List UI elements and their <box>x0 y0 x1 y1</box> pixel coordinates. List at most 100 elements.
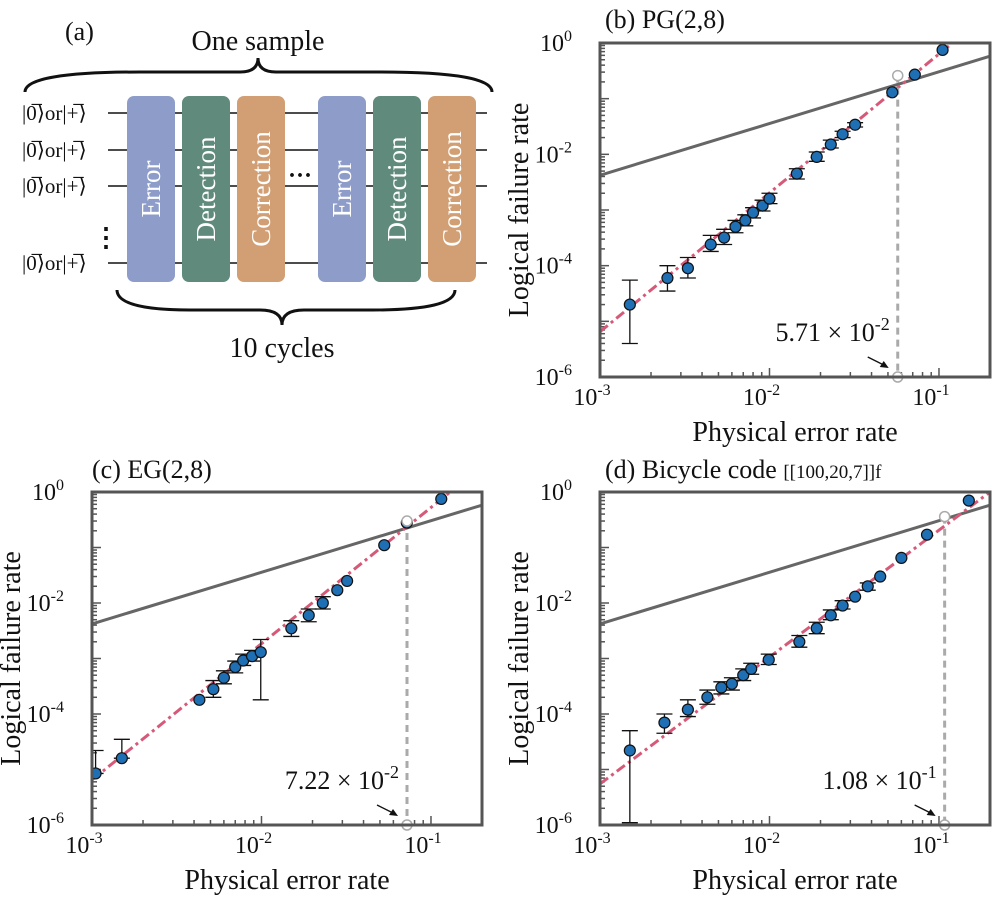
data-point <box>341 574 354 588</box>
panel-b-chart: (b) PG(2,8) 10-3 10-2 10-1 10-6 10-4 10-2 100 P… <box>504 5 992 448</box>
data-point <box>908 68 921 81</box>
threshold-arrowhead <box>879 361 889 368</box>
x-tick-label: 10-3 <box>65 830 102 859</box>
block-error-2: Error <box>318 96 366 282</box>
block-error-2-label: Error <box>327 161 357 218</box>
block-error-1-label: Error <box>136 161 166 218</box>
data-point <box>745 662 758 675</box>
data-point <box>793 635 806 648</box>
vertical-ellipsis: ⋮ <box>93 223 119 252</box>
y-tick-label: 100 <box>540 28 572 57</box>
data-point <box>623 744 636 757</box>
y-axis-label: Logical failure rate <box>504 103 535 318</box>
data-point <box>729 220 742 233</box>
y-tick-label: 10-4 <box>535 251 572 280</box>
data-point <box>92 767 102 780</box>
block-correction-1: Correction <box>237 96 285 282</box>
x-tick-label: 10-3 <box>573 382 610 411</box>
x-tick-label: 10-2 <box>235 830 272 859</box>
data-point <box>658 716 671 729</box>
x-axis-label: Physical error rate <box>692 865 897 896</box>
data-point <box>661 271 674 285</box>
plot-frame <box>598 490 992 827</box>
threshold-label: 5.71 × 10-2 <box>776 314 890 347</box>
threshold-arrowhead <box>926 809 936 816</box>
block-detection-1: Detection <box>182 96 230 282</box>
data-point <box>874 570 887 583</box>
data-point <box>810 150 823 163</box>
data-point <box>886 86 899 99</box>
x-tick-label: 10-3 <box>573 830 610 859</box>
panel-b-title: (b) PG(2,8) <box>605 5 725 34</box>
data-point <box>254 646 267 659</box>
row-label-4: |0̅⟩or|+̅⟩ <box>22 251 87 275</box>
data-point <box>895 551 908 564</box>
panel-c-chart: (c) EG(2,8) 10-3 10-2 10-1 10-6 10-4 10-2 100 P… <box>0 455 484 896</box>
data-point <box>193 693 206 706</box>
data-point <box>681 262 694 275</box>
x-tick-label: 10-2 <box>743 382 780 411</box>
data-point <box>378 539 391 552</box>
threshold-arrowhead <box>389 809 399 816</box>
bound-line <box>600 54 990 177</box>
data-point <box>746 206 760 219</box>
one-sample-caption: One sample <box>192 26 325 57</box>
y-tick-label: 10-2 <box>535 139 572 168</box>
data-point <box>302 609 315 622</box>
panel-c-title: (c) EG(2,8) <box>92 455 212 484</box>
data-point <box>762 653 775 666</box>
data-point <box>962 494 975 507</box>
y-tick-label: 100 <box>32 477 64 506</box>
plot-frame <box>598 41 992 379</box>
ten-cycles-caption: 10 cycles <box>230 333 335 364</box>
plot-frame <box>90 490 484 827</box>
plot-area <box>600 43 990 377</box>
y-tick-label: 100 <box>540 477 572 506</box>
block-correction-1-label: Correction <box>246 131 276 247</box>
data-point <box>715 681 728 694</box>
data-point <box>737 669 750 682</box>
panel-a-label: (a) <box>65 17 94 46</box>
x-tick-label: 10-1 <box>912 382 949 411</box>
threshold-crossing-marker <box>938 510 951 523</box>
data-point <box>836 599 849 612</box>
horizontal-ellipsis: ··· <box>288 163 312 189</box>
data-point <box>217 671 230 684</box>
y-tick-label: 10-6 <box>27 810 64 839</box>
block-error-1: Error <box>127 96 175 282</box>
x-tick-label: 10-1 <box>912 830 949 859</box>
block-correction-2: Correction <box>428 96 476 282</box>
block-correction-2-label: Correction <box>437 131 467 247</box>
panel-d-title: (d) Bicycle code [[100,20,7]]f <box>605 455 882 484</box>
data-point <box>704 238 717 251</box>
data-point <box>790 167 803 180</box>
block-detection-1-label: Detection <box>191 136 221 241</box>
data-point <box>849 118 862 131</box>
y-axis-label: Logical failure rate <box>0 551 27 766</box>
fit-line <box>92 492 452 782</box>
threshold-crossing-marker <box>401 515 413 527</box>
y-tick-label: 10-2 <box>535 588 572 617</box>
data-point <box>810 622 823 635</box>
top-brace <box>23 57 494 93</box>
fit-line <box>600 492 990 786</box>
plot-area <box>92 492 482 825</box>
threshold-crossing-marker <box>891 69 904 82</box>
data-point <box>623 298 636 311</box>
y-tick-label: 10-6 <box>535 810 572 839</box>
data-point <box>115 752 128 765</box>
data-point <box>849 590 862 603</box>
data-point <box>331 584 344 597</box>
plot-area <box>600 492 990 825</box>
data-point <box>681 703 694 716</box>
panel-a-schematic: (a) One sample |0̅⟩or|+̅⟩ |0̅⟩or|+̅⟩ |0̅… <box>22 17 494 364</box>
data-point <box>861 580 874 593</box>
data-point <box>718 231 731 244</box>
panel-d-chart: (d) Bicycle code [[100,20,7]]f 10-3 10-2 1… <box>504 455 992 896</box>
data-point <box>824 138 837 151</box>
data-point <box>229 660 242 674</box>
block-detection-2-label: Detection <box>382 136 412 241</box>
y-axis-label: Logical failure rate <box>504 551 535 766</box>
row-label-3: |0̅⟩or|+̅⟩ <box>22 174 87 198</box>
